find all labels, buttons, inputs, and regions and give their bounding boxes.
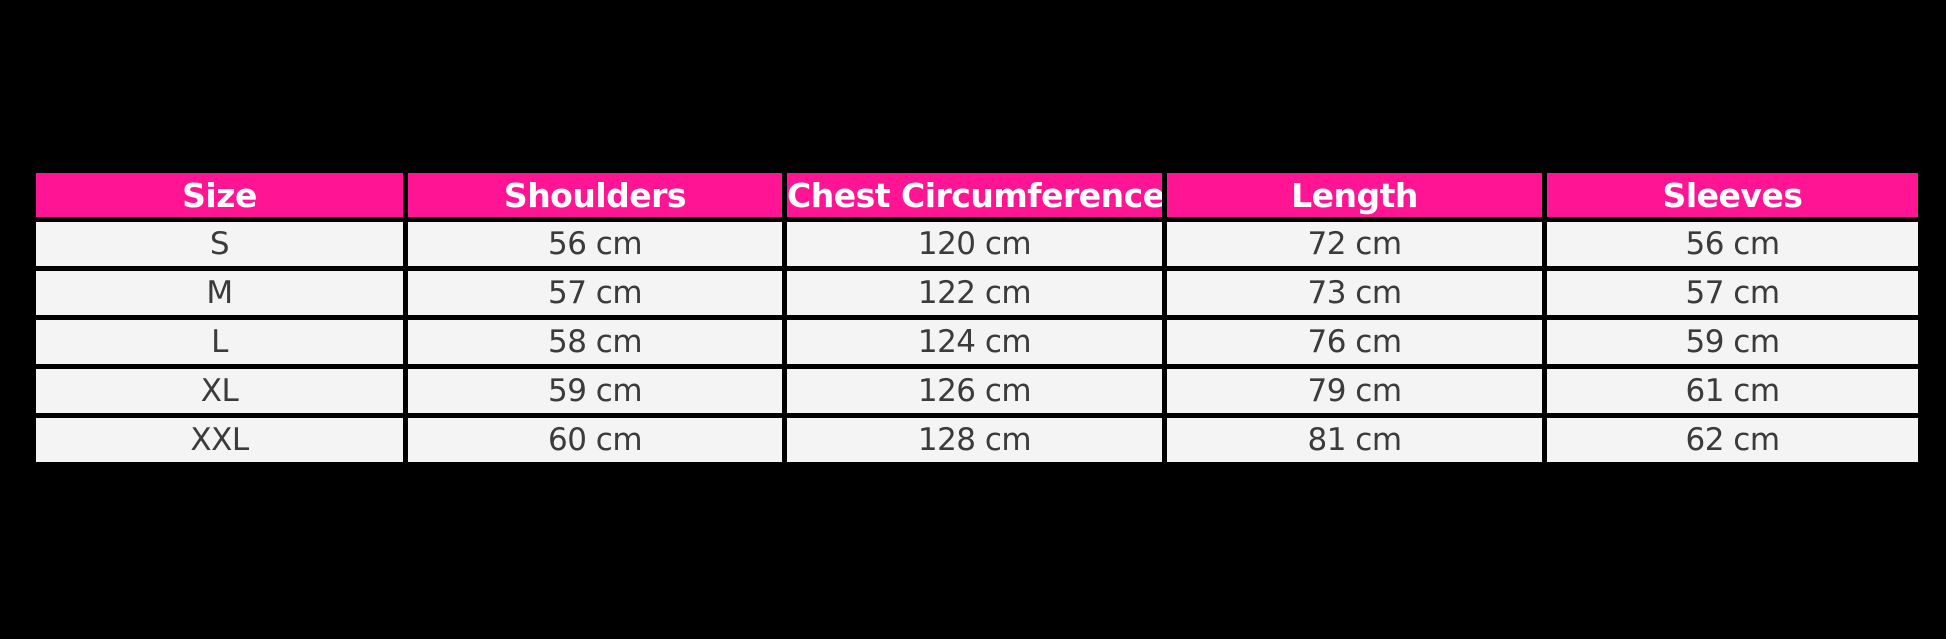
cell-length: 76 cm [1162,315,1547,369]
cell-sleeves: 56 cm [1542,217,1923,271]
header-row: Size Shoulders Chest Circumference Lengt… [31,168,1923,222]
cell-length: 72 cm [1162,217,1547,271]
cell-size: XXL [31,413,408,467]
column-header-size: Size [31,168,408,222]
cell-shoulders: 57 cm [403,266,787,320]
cell-sleeves: 62 cm [1542,413,1923,467]
cell-chest: 120 cm [782,217,1167,271]
size-table: Size Shoulders Chest Circumference Lengt… [31,168,1923,467]
cell-sleeves: 61 cm [1542,364,1923,418]
table-row: M 57 cm 122 cm 73 cm 57 cm [31,266,1923,320]
cell-size: M [31,266,408,320]
size-chart: Size Shoulders Chest Circumference Lengt… [31,168,1923,467]
cell-shoulders: 56 cm [403,217,787,271]
cell-sleeves: 57 cm [1542,266,1923,320]
cell-shoulders: 58 cm [403,315,787,369]
cell-chest: 126 cm [782,364,1167,418]
cell-shoulders: 60 cm [403,413,787,467]
column-header-chest: Chest Circumference [782,168,1167,222]
table-row: L 58 cm 124 cm 76 cm 59 cm [31,315,1923,369]
cell-size: XL [31,364,408,418]
column-header-length: Length [1162,168,1547,222]
cell-size: L [31,315,408,369]
column-header-shoulders: Shoulders [403,168,787,222]
cell-chest: 122 cm [782,266,1167,320]
cell-shoulders: 59 cm [403,364,787,418]
cell-chest: 124 cm [782,315,1167,369]
cell-chest: 128 cm [782,413,1167,467]
cell-sleeves: 59 cm [1542,315,1923,369]
table-row: XXL 60 cm 128 cm 81 cm 62 cm [31,413,1923,467]
table-row: S 56 cm 120 cm 72 cm 56 cm [31,217,1923,271]
cell-length: 73 cm [1162,266,1547,320]
cell-size: S [31,217,408,271]
table-row: XL 59 cm 126 cm 79 cm 61 cm [31,364,1923,418]
cell-length: 79 cm [1162,364,1547,418]
cell-length: 81 cm [1162,413,1547,467]
column-header-sleeves: Sleeves [1542,168,1923,222]
